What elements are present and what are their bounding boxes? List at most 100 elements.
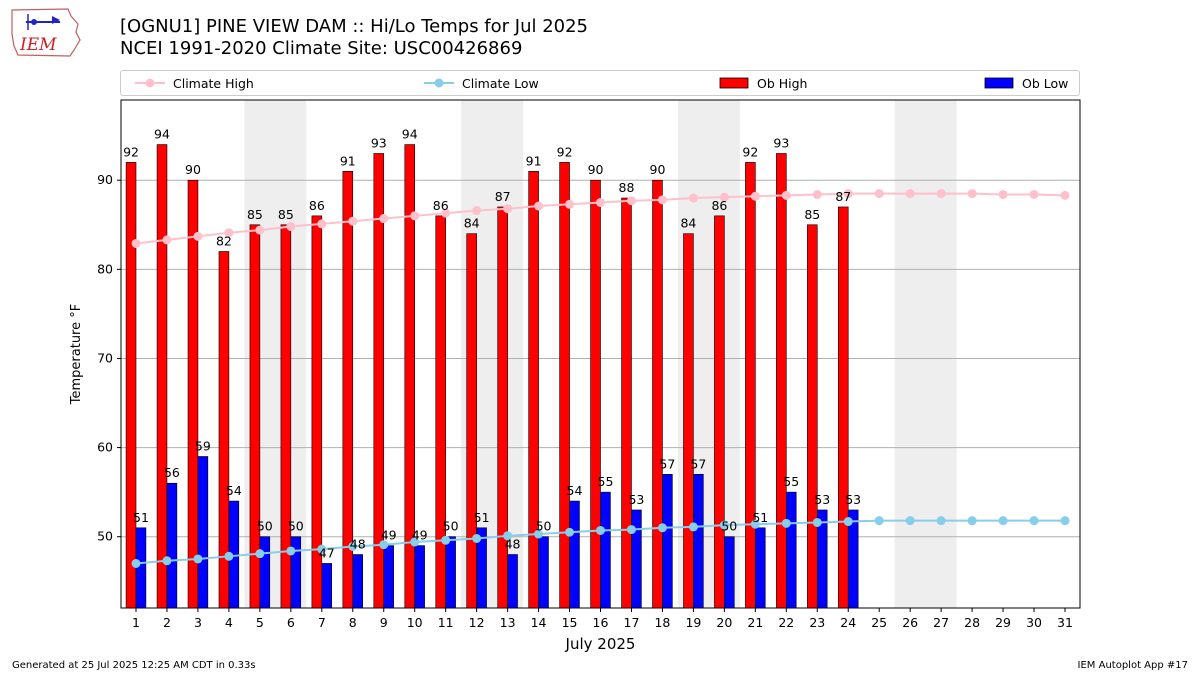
climate-low-point [812, 517, 822, 527]
climate-high-point [781, 190, 791, 200]
ob-high-bar [435, 215, 446, 609]
ob-low-bar [166, 482, 178, 609]
ob-low-value-label: 49 [381, 528, 397, 543]
ob-low-value-label: 50 [257, 519, 273, 534]
legend-ob-high: Ob High [719, 71, 807, 95]
ob-high-value-label: 84 [680, 216, 696, 231]
climate-low-point [905, 516, 915, 526]
ob-high-value-label: 90 [185, 162, 201, 177]
climate-high-point [472, 206, 482, 216]
climate-high-point [750, 191, 760, 201]
climate-high-swatch-icon [135, 78, 165, 88]
data-labels: 92 51 94 56 90 59 82 54 85 50 85 50 86 47 91 48 93 49 94 49… [123, 127, 861, 561]
climate-low-point [286, 546, 296, 556]
ob-high-bar [590, 179, 601, 609]
climate-low-point [688, 522, 698, 532]
ob-low-bar [445, 536, 456, 609]
climate-high-point [657, 195, 667, 205]
climate-low-point [224, 551, 234, 561]
climate-low-point [472, 533, 482, 543]
x-tick-label: 7 [318, 615, 326, 630]
x-tick-label: 18 [654, 615, 670, 630]
ob-high-bar [528, 170, 539, 609]
ob-high-value-label: 85 [278, 207, 294, 222]
climate-high-point [286, 222, 296, 232]
ob-high-value-label: 85 [804, 207, 820, 222]
ob-high-value-label: 92 [742, 144, 758, 159]
ob-high-value-label: 90 [588, 162, 604, 177]
ob-low-value-label: 57 [659, 456, 675, 471]
climate-high-point [131, 238, 141, 248]
climate-high-point [565, 199, 575, 209]
climate-low-point [503, 531, 513, 541]
x-tick-label: 29 [995, 615, 1011, 630]
ob-low-value-label: 54 [226, 483, 242, 498]
ob-low-bar [631, 509, 642, 609]
x-tick-label: 15 [562, 615, 578, 630]
climate-low-point [255, 549, 265, 559]
ob-low-value-label: 54 [567, 483, 583, 498]
chart-title: [OGNU1] PINE VIEW DAM :: Hi/Lo Temps for… [120, 16, 588, 60]
legend-climate-low-label: Climate Low [462, 75, 539, 91]
climate-low-point [781, 518, 791, 528]
app-credit: IEM Autoplot App #17 [1077, 660, 1188, 671]
ob-low-value-label: 49 [412, 528, 428, 543]
ob-low-bar [662, 474, 673, 609]
climate-low-point [534, 529, 544, 539]
climate-high-point [162, 235, 172, 245]
ob-low-value-label: 50 [536, 519, 552, 534]
ob-high-bar [125, 162, 137, 609]
ob-low-value-label: 53 [814, 492, 830, 507]
ob-low-value-label: 53 [628, 492, 644, 507]
climate-low-point [719, 520, 729, 530]
ob-low-value-label: 50 [443, 519, 459, 534]
ob-high-bar [776, 153, 787, 609]
x-tick-label: 27 [933, 615, 949, 630]
ob-low-bar [383, 545, 394, 609]
ob-high-bar [745, 162, 756, 609]
x-tick-label: 20 [716, 615, 732, 630]
ob-high-value-label: 82 [216, 234, 232, 249]
ob-high-value-label: 84 [464, 216, 480, 231]
y-tick-label: 50 [97, 529, 113, 544]
ob-high-bar [187, 179, 199, 609]
climate-low-point [657, 523, 667, 533]
climate-low-point [596, 525, 605, 535]
title-line-2: NCEI 1991-2020 Climate Site: USC00426869 [120, 38, 523, 59]
climate-low-point [843, 517, 853, 527]
x-tick-label: 25 [871, 615, 887, 630]
ob-low-bar [724, 536, 735, 609]
climate-high-point [534, 201, 544, 211]
climate-high-point [626, 196, 636, 206]
x-tick-label: 11 [438, 615, 454, 630]
ob-high-bar [807, 224, 818, 609]
weekend-band [894, 100, 957, 608]
ob-low-value-label: 50 [288, 519, 304, 534]
x-tick-label: 17 [624, 615, 640, 630]
ob-high-bar [714, 215, 725, 609]
climate-low-swatch-icon [424, 78, 454, 88]
ob-low-bar [569, 500, 580, 609]
x-tick-label: 9 [380, 615, 388, 630]
x-axis-label: July 2025 [565, 635, 636, 653]
climate-high-point [719, 192, 729, 202]
x-tick-label: 1 [132, 615, 140, 630]
climate-high-point [596, 197, 605, 207]
logo-text: IEM [19, 35, 57, 55]
ob-low-value-label: 55 [783, 474, 799, 489]
ob-low-value-label: 51 [133, 510, 149, 525]
climate-low-point [565, 527, 575, 537]
iem-logo: IEM [8, 6, 82, 58]
ob-low-value-label: 48 [505, 537, 521, 552]
ob-high-value-label: 86 [711, 198, 727, 213]
climate-high-point [348, 216, 358, 226]
ob-high-bar [466, 233, 477, 609]
legend-climate-high: Climate High [135, 71, 254, 95]
ob-high-value-label: 94 [402, 127, 418, 142]
ob-high-bar [621, 197, 632, 609]
ob-low-value-label: 56 [164, 465, 180, 480]
generated-timestamp: Generated at 25 Jul 2025 12:25 AM CDT in… [12, 660, 256, 671]
climate-lines [131, 189, 1070, 568]
x-tick-label: 6 [287, 615, 295, 630]
